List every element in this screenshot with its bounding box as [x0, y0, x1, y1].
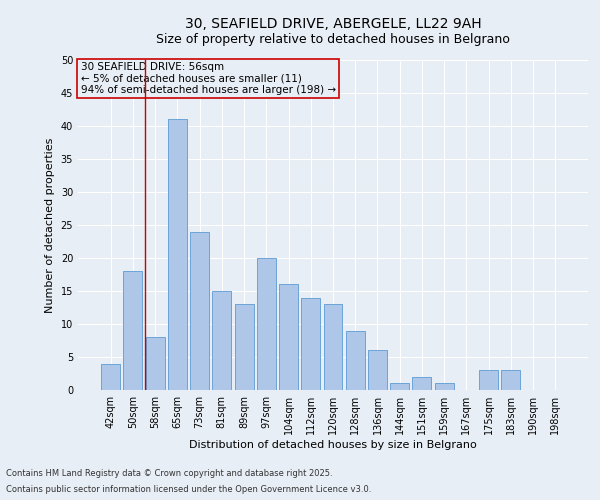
Bar [479, 370, 498, 390]
Text: 30, SEAFIELD DRIVE, ABERGELE, LL22 9AH: 30, SEAFIELD DRIVE, ABERGELE, LL22 9AH [185, 18, 481, 32]
Bar [323, 304, 343, 390]
Y-axis label: Number of detached properties: Number of detached properties [45, 138, 55, 312]
Bar [235, 304, 254, 390]
Bar [435, 384, 454, 390]
Bar [346, 330, 365, 390]
Text: Size of property relative to detached houses in Belgrano: Size of property relative to detached ho… [156, 32, 510, 46]
Bar [279, 284, 298, 390]
Bar [124, 271, 142, 390]
Text: 30 SEAFIELD DRIVE: 56sqm
← 5% of detached houses are smaller (11)
94% of semi-de: 30 SEAFIELD DRIVE: 56sqm ← 5% of detache… [80, 62, 335, 95]
Bar [168, 120, 187, 390]
Bar [101, 364, 120, 390]
X-axis label: Distribution of detached houses by size in Belgrano: Distribution of detached houses by size … [189, 440, 477, 450]
Text: Contains HM Land Registry data © Crown copyright and database right 2025.: Contains HM Land Registry data © Crown c… [6, 468, 332, 477]
Bar [146, 337, 164, 390]
Bar [301, 298, 320, 390]
Bar [190, 232, 209, 390]
Bar [390, 384, 409, 390]
Bar [412, 377, 431, 390]
Text: Contains public sector information licensed under the Open Government Licence v3: Contains public sector information licen… [6, 485, 371, 494]
Bar [212, 291, 231, 390]
Bar [368, 350, 387, 390]
Bar [502, 370, 520, 390]
Bar [257, 258, 276, 390]
